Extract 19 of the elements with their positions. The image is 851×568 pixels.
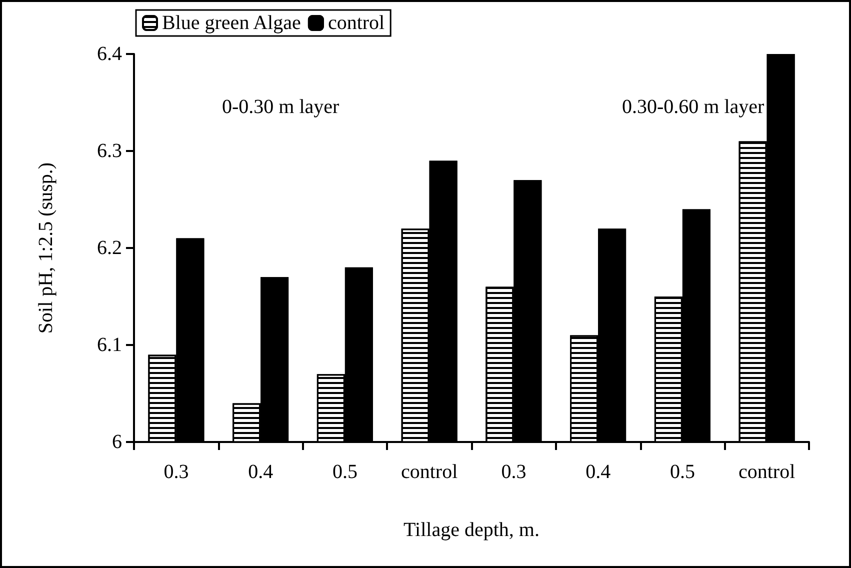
x-tick-label: 0.5 xyxy=(332,461,358,483)
annotation: 0-0.30 m layer xyxy=(222,96,340,118)
legend-label: Blue green Algae xyxy=(162,12,301,34)
x-axis-title: Tillage depth, m. xyxy=(404,519,540,541)
y-tick-label: 6.4 xyxy=(97,43,122,65)
x-tick-label: control xyxy=(738,461,796,483)
x-tick-label: control xyxy=(400,461,458,483)
x-tick-label: 0.4 xyxy=(586,461,611,483)
x-tick-label: 0.4 xyxy=(248,461,274,483)
y-tick-label: 6.3 xyxy=(97,140,122,162)
y-axis-title: Soil pH, 1:2.5 (susp.) xyxy=(35,162,57,334)
y-tick-label: 6.2 xyxy=(97,237,122,259)
x-tick-label: 0.5 xyxy=(670,461,695,483)
x-tick-label: 0.3 xyxy=(164,461,189,483)
legend-label: control xyxy=(328,12,386,34)
y-tick-label: 6.1 xyxy=(97,334,122,356)
x-tick-label: 0.3 xyxy=(501,461,526,483)
y-tick-label: 6 xyxy=(112,431,122,453)
annotation: 0.30-0.60 m layer xyxy=(622,96,765,118)
